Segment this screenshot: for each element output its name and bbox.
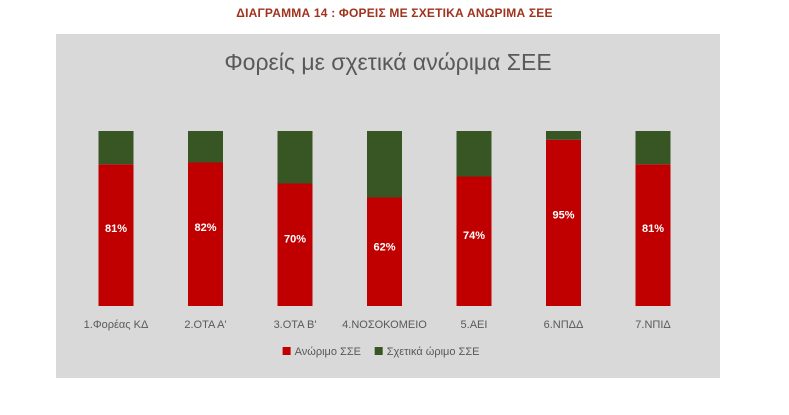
data-label: 62% xyxy=(373,241,395,253)
chart-title: Φορείς με σχετικά ανώριμα ΣΕΕ xyxy=(224,49,551,75)
x-axis-labels: 1.Φορέας ΚΔ 2.ΟΤΑ Α' 3.ΟΤΑ Β' 4.ΝΟΣΟΚΟΜΕΙΟ 5… xyxy=(84,319,672,331)
data-label: 70% xyxy=(284,234,306,246)
legend-swatch xyxy=(282,347,291,355)
legend: Ανώριμο ΣΣΕ Σχετικά ώριμο ΣΣΕ xyxy=(282,346,480,358)
data-label: 82% xyxy=(194,222,216,234)
bar-segment-anorimo xyxy=(188,162,223,306)
bar-segment-anorimo xyxy=(456,176,492,306)
legend-label: Ανώριμο ΣΣΕ xyxy=(295,346,361,358)
bar-segment-sxetika-orimo xyxy=(277,131,313,184)
figure-caption: ΔΙΑΓΡΑΜΜΑ 14 : ΦΟΡΕΙΣ ΜΕ ΣΧΕΤΙΚΑ ΑΝΩΡΙΜΑ… xyxy=(236,6,553,20)
stacked-bar-chart: Φορείς με σχετικά ανώριμα ΣΕΕ 81% 82% 70% 6… xyxy=(84,49,672,358)
bars-layer: 81% 82% 70% 62% 74% 95% 81% xyxy=(98,131,671,306)
legend-swatch xyxy=(374,347,383,355)
bar-segment-sxetika-orimo xyxy=(546,131,581,140)
bar-segment-anorimo xyxy=(367,197,402,306)
bar-segment-sxetika-orimo xyxy=(98,131,134,165)
chart-area: Φορείς με σχετικά ανώριμα ΣΕΕ 81% 82% 70% 6… xyxy=(56,34,720,378)
x-tick-label: 3.ΟΤΑ Β' xyxy=(274,319,317,331)
bar-segment-anorimo xyxy=(98,164,134,306)
bar-segment-sxetika-orimo xyxy=(456,131,492,177)
bar-segment-sxetika-orimo xyxy=(635,131,671,165)
x-tick-label: 1.Φορέας ΚΔ xyxy=(84,319,149,331)
bar-segment-sxetika-orimo xyxy=(188,131,223,163)
bar-segment-anorimo xyxy=(546,139,581,306)
data-label: 81% xyxy=(642,223,664,235)
x-tick-label: 5.ΑΕΙ xyxy=(461,319,488,331)
bar-segment-anorimo xyxy=(277,183,313,306)
x-tick-label: 4.ΝΟΣΟΚΟΜΕΙΟ xyxy=(342,319,427,331)
x-tick-label: 7.ΝΠΙΔ xyxy=(635,319,671,331)
x-tick-label: 6.ΝΠΔΔ xyxy=(544,319,584,331)
data-label: 74% xyxy=(463,230,485,242)
bar-segment-sxetika-orimo xyxy=(367,131,402,198)
bar-segment-anorimo xyxy=(635,164,671,306)
legend-label: Σχετικά ώριμο ΣΣΕ xyxy=(387,346,480,358)
x-tick-label: 2.ΟΤΑ Α' xyxy=(184,319,226,331)
data-label: 81% xyxy=(105,223,127,235)
data-label: 95% xyxy=(552,210,574,222)
